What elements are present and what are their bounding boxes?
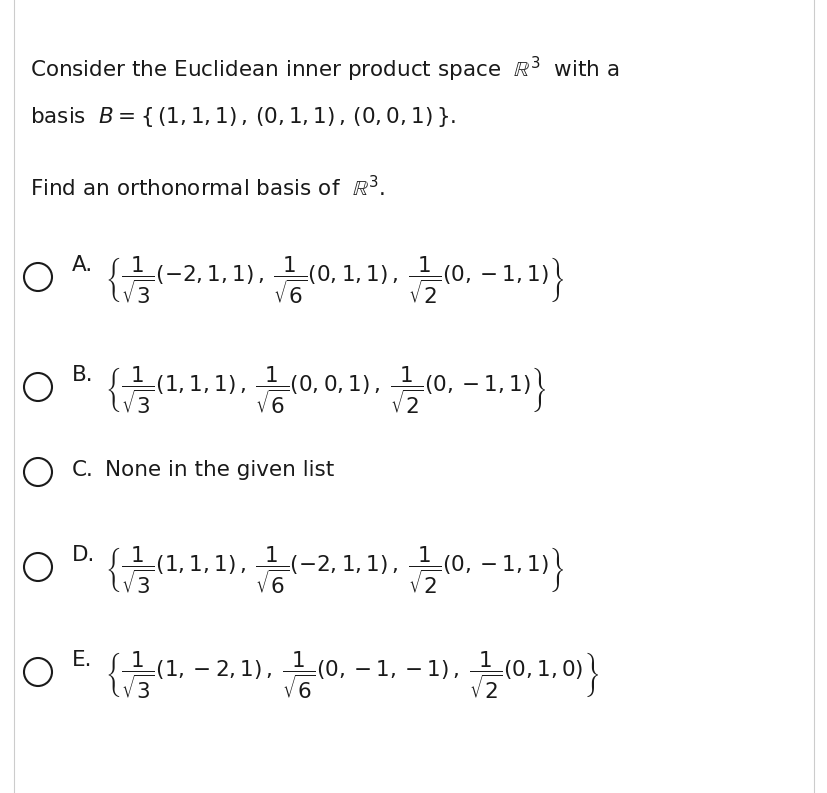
Text: D.: D. <box>72 545 95 565</box>
Text: $\left\{\dfrac{1}{\sqrt{3}}(-2,1,1)\,,\;\dfrac{1}{\sqrt{6}}(0,1,1)\,,\;\dfrac{1}: $\left\{\dfrac{1}{\sqrt{3}}(-2,1,1)\,,\;… <box>105 255 564 306</box>
Text: A.: A. <box>72 255 93 275</box>
Text: basis  $B=\{\,(1,1,1)\,,\,(0,1,1)\,,\,(0,0,1)\,\}$.: basis $B=\{\,(1,1,1)\,,\,(0,1,1)\,,\,(0,… <box>30 105 456 129</box>
Text: C.: C. <box>72 460 93 480</box>
Text: $\left\{\dfrac{1}{\sqrt{3}}(1,1,1)\,,\;\dfrac{1}{\sqrt{6}}(0,0,1)\,,\;\dfrac{1}{: $\left\{\dfrac{1}{\sqrt{3}}(1,1,1)\,,\;\… <box>105 365 546 416</box>
Text: Consider the Euclidean inner product space  $\mathbb{R}^3$  with a: Consider the Euclidean inner product spa… <box>30 55 619 84</box>
Text: E.: E. <box>72 650 93 670</box>
Text: None in the given list: None in the given list <box>105 460 334 480</box>
Text: Find an orthonormal basis of  $\mathbb{R}^3$.: Find an orthonormal basis of $\mathbb{R}… <box>30 175 385 200</box>
Text: $\left\{\dfrac{1}{\sqrt{3}}(1,-2,1)\,,\;\dfrac{1}{\sqrt{6}}(0,-1,-1)\,,\;\dfrac{: $\left\{\dfrac{1}{\sqrt{3}}(1,-2,1)\,,\;… <box>105 650 599 701</box>
Text: B.: B. <box>72 365 93 385</box>
Text: $\left\{\dfrac{1}{\sqrt{3}}(1,1,1)\,,\;\dfrac{1}{\sqrt{6}}(-2,1,1)\,,\;\dfrac{1}: $\left\{\dfrac{1}{\sqrt{3}}(1,1,1)\,,\;\… <box>105 545 564 596</box>
